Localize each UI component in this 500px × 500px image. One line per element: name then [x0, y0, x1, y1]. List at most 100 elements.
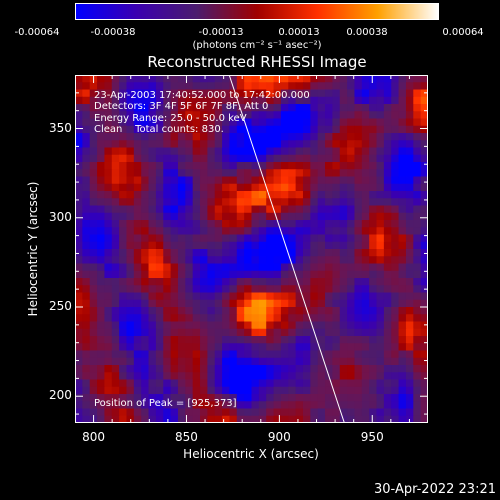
heatmap-cell [236, 256, 245, 265]
heatmap-cell [163, 336, 172, 344]
heatmap-cell [148, 111, 157, 120]
heatmap-cell [163, 314, 172, 323]
heatmap-cell [383, 162, 392, 170]
heatmap-cell [398, 278, 407, 286]
heatmap-cell [310, 75, 319, 83]
heatmap-cell [75, 270, 83, 279]
heatmap-cell [369, 394, 378, 402]
heatmap-cell [119, 75, 128, 83]
heatmap-cell [89, 343, 98, 352]
heatmap-cell [266, 169, 275, 178]
heatmap-cell [258, 328, 267, 337]
heatmap-cell [111, 183, 120, 192]
heatmap-cell [111, 140, 120, 149]
heatmap-cell [376, 256, 385, 265]
heatmap-cell [111, 415, 120, 423]
heatmap-cell [361, 415, 370, 423]
heatmap-cell [325, 234, 333, 243]
heatmap-cell [141, 205, 150, 214]
heatmap-cell [89, 147, 98, 156]
heatmap-cell [111, 147, 120, 156]
heatmap-cell [413, 104, 422, 112]
heatmap-cell [141, 111, 150, 120]
heatmap-cell [89, 386, 98, 395]
heatmap-cell [89, 314, 98, 323]
heatmap-cell [82, 234, 91, 243]
heatmap-cell [339, 89, 348, 98]
heatmap-cell [229, 198, 238, 207]
heatmap-cell [258, 415, 267, 423]
heatmap-cell [369, 212, 378, 221]
heatmap-cell [273, 104, 282, 112]
heatmap-cell [170, 386, 179, 395]
heatmap-cell [229, 357, 238, 366]
heatmap-cell [155, 205, 164, 214]
heatmap-cell [126, 343, 135, 352]
heatmap-cell [89, 263, 98, 272]
heatmap-cell [170, 263, 179, 272]
heatmap-cell [317, 394, 326, 402]
heatmap-cell [295, 292, 304, 301]
heatmap-cell [222, 118, 231, 127]
heatmap-cell [354, 299, 363, 308]
heatmap-cell [332, 263, 341, 272]
heatmap-cell [325, 270, 333, 279]
heatmap-cell [332, 307, 341, 315]
heatmap-cell [369, 357, 378, 366]
heatmap-cell [317, 343, 326, 352]
heatmap-cell [251, 212, 260, 221]
heatmap-cell [302, 357, 311, 366]
heatmap-cell [383, 212, 392, 221]
heatmap-cell [200, 299, 208, 308]
heatmap-cell [155, 307, 164, 315]
heatmap-cell [354, 220, 363, 228]
heatmap-cell [354, 408, 363, 417]
heatmap-cell [347, 198, 356, 207]
heatmap-cell [89, 241, 98, 250]
heatmap-cell [82, 307, 91, 315]
heatmap-cell [251, 147, 260, 156]
heatmap-cell [398, 183, 407, 192]
heatmap-cell [369, 336, 378, 344]
heatmap-cell [369, 285, 378, 294]
heatmap-cell [258, 227, 267, 236]
heatmap-cell [354, 176, 363, 185]
heatmap-cell [133, 133, 142, 141]
heatmap-cell [148, 147, 157, 156]
heatmap-cell [155, 314, 164, 323]
heatmap-cell [214, 191, 223, 199]
heatmap-cell [222, 125, 231, 134]
heatmap-cell [405, 292, 414, 301]
heatmap-cell [222, 147, 231, 156]
heatmap-cell [200, 278, 208, 286]
heatmap-cell [280, 401, 289, 410]
heatmap-cell [163, 321, 172, 330]
heatmap-cell [288, 365, 297, 373]
heatmap-cell [273, 379, 282, 388]
heatmap-cell [302, 198, 311, 207]
heatmap-cell [391, 365, 400, 373]
heatmap-cell [405, 394, 414, 402]
heatmap-cell [288, 89, 297, 98]
heatmap-cell [391, 328, 400, 337]
heatmap-cell [185, 256, 194, 265]
heatmap-cell [354, 133, 363, 141]
heatmap-cell [214, 96, 223, 105]
heatmap-cell [391, 96, 400, 105]
heatmap-cell [111, 379, 120, 388]
heatmap-cell [200, 118, 208, 127]
heatmap-cell [310, 263, 319, 272]
heatmap-cell [295, 176, 304, 185]
heatmap-cell [207, 328, 216, 337]
heatmap-cell [214, 104, 223, 112]
heatmap-cell [207, 125, 216, 134]
heatmap-cell [200, 321, 208, 330]
heatmap-cell [420, 75, 428, 83]
heatmap-cell [75, 343, 83, 352]
heatmap-cell [391, 234, 400, 243]
heatmap-cell [133, 256, 142, 265]
heatmap-cell [229, 111, 238, 120]
x-tick-label: 900 [267, 430, 291, 444]
heatmap-cell [369, 328, 378, 337]
heatmap-cell [119, 357, 128, 366]
